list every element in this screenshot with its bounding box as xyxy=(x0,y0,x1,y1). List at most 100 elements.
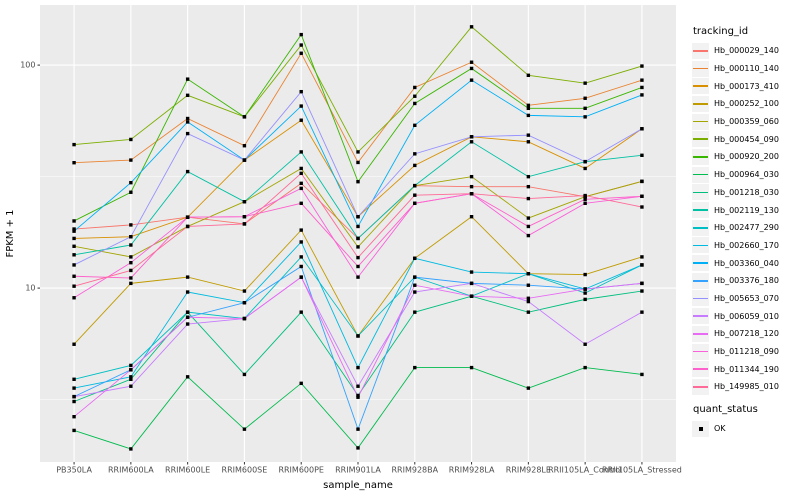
data-point xyxy=(72,342,76,346)
legend-item-Hb_001218_030: Hb_001218_030 xyxy=(692,184,798,202)
data-point xyxy=(469,140,474,144)
data-point xyxy=(413,310,417,314)
data-point xyxy=(469,25,474,29)
data-point xyxy=(299,166,303,171)
data-point xyxy=(299,171,303,176)
data-point xyxy=(129,276,133,280)
data-point xyxy=(413,193,417,197)
legend-item-Hb_003376_180: Hb_003376_180 xyxy=(692,272,798,290)
data-point xyxy=(185,322,190,326)
data-point xyxy=(242,222,247,226)
data-point xyxy=(185,315,190,319)
data-point xyxy=(526,233,531,238)
data-point xyxy=(72,399,76,404)
data-point xyxy=(583,272,587,277)
data-point xyxy=(526,310,531,314)
legend-line-icon xyxy=(693,156,708,158)
legend-item-label: Hb_000029_140 xyxy=(714,46,779,56)
x-tick-label: RRII105LA_Control xyxy=(548,466,622,475)
data-point xyxy=(526,386,531,390)
data-point xyxy=(299,51,303,55)
data-point xyxy=(299,118,303,122)
data-point xyxy=(299,275,303,279)
data-point xyxy=(185,290,190,294)
data-point xyxy=(469,294,474,298)
data-point xyxy=(129,363,133,368)
data-point xyxy=(413,290,417,294)
data-point xyxy=(185,120,190,124)
x-tick-label: RRIM928LA xyxy=(449,466,495,475)
data-point xyxy=(583,287,587,291)
legend-quant-items: OK xyxy=(692,420,798,438)
data-point xyxy=(242,144,247,148)
legend-line-icon xyxy=(693,50,708,52)
data-point xyxy=(356,179,360,184)
legend-key-swatch xyxy=(692,343,709,360)
data-point xyxy=(413,94,417,98)
data-point xyxy=(526,196,531,201)
data-point xyxy=(413,163,417,168)
data-point xyxy=(413,123,417,128)
y-axis-title: FPKM + 1 xyxy=(5,209,16,257)
legend-item-label: Hb_011218_090 xyxy=(714,347,779,357)
data-point xyxy=(583,106,587,111)
data-point xyxy=(242,372,247,377)
legend-line-icon xyxy=(693,244,708,247)
data-point xyxy=(129,223,133,227)
data-point xyxy=(242,289,247,293)
legend-item-label: Hb_002119_130 xyxy=(714,205,779,215)
legend-item-Hb_003360_040: Hb_003360_040 xyxy=(692,254,798,272)
data-point xyxy=(640,289,644,293)
legend-item-Hb_000964_030: Hb_000964_030 xyxy=(692,166,798,184)
legend-item-Hb_002660_170: Hb_002660_170 xyxy=(692,237,798,255)
legend-line-icon xyxy=(693,191,708,194)
y-tick-label: 10 xyxy=(25,284,35,293)
data-point xyxy=(299,201,303,206)
legend-item-label: Hb_000110_140 xyxy=(714,64,779,74)
data-point xyxy=(185,116,190,121)
legend-line-icon xyxy=(693,173,708,176)
data-point xyxy=(72,394,76,399)
legend-key-swatch xyxy=(692,361,709,378)
data-point xyxy=(72,377,76,381)
data-point xyxy=(583,291,587,295)
data-point xyxy=(413,365,417,370)
x-tick-label: RRIM600LE xyxy=(165,466,210,475)
data-point xyxy=(242,427,247,431)
legend-line-icon xyxy=(693,138,708,141)
legend-key-swatch xyxy=(692,78,709,95)
data-point xyxy=(299,186,303,191)
legend-item-Hb_011344_190: Hb_011344_190 xyxy=(692,360,798,378)
data-point xyxy=(526,299,531,304)
data-point xyxy=(72,263,76,267)
data-point xyxy=(526,174,531,179)
data-point xyxy=(469,60,474,64)
legend-item-Hb_000173_410: Hb_000173_410 xyxy=(692,77,798,95)
data-point xyxy=(129,137,133,142)
legend-point-icon xyxy=(698,426,703,431)
legend-line-icon xyxy=(693,279,708,282)
data-point xyxy=(72,274,76,278)
data-point xyxy=(299,264,303,269)
data-point xyxy=(356,245,360,249)
legend-item-Hb_000920_200: Hb_000920_200 xyxy=(692,148,798,166)
legend-key-swatch xyxy=(692,148,709,165)
x-axis-title: sample_name xyxy=(323,480,393,491)
legend-tracking-items: Hb_000029_140 Hb_000110_140 Hb_000173_410 H… xyxy=(692,42,798,396)
legend-item-label: Hb_000359_060 xyxy=(714,117,779,127)
x-tick-label: RRIM600SE xyxy=(222,466,268,475)
data-point xyxy=(129,268,133,273)
data-point xyxy=(640,255,644,259)
legend-key-swatch xyxy=(692,237,709,254)
data-point xyxy=(72,253,76,257)
data-point xyxy=(583,115,587,119)
data-point xyxy=(299,89,303,94)
legend-key-swatch xyxy=(692,131,709,148)
data-point xyxy=(72,161,76,165)
data-point xyxy=(526,184,531,189)
data-point xyxy=(72,229,76,233)
data-point xyxy=(356,384,360,388)
legend-key-swatch xyxy=(692,113,709,130)
data-point xyxy=(72,415,76,419)
data-point xyxy=(185,169,190,174)
